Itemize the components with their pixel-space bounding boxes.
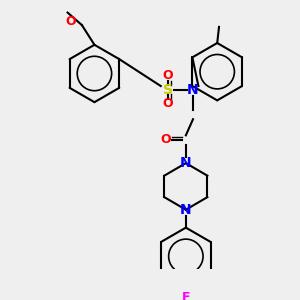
Text: O: O	[161, 133, 171, 146]
Text: F: F	[182, 291, 190, 300]
Text: S: S	[163, 82, 173, 97]
Text: O: O	[163, 98, 173, 110]
Text: O: O	[66, 15, 76, 28]
Text: N: N	[187, 82, 199, 97]
Text: O: O	[163, 69, 173, 82]
Text: N: N	[180, 203, 192, 217]
Text: N: N	[180, 156, 192, 170]
